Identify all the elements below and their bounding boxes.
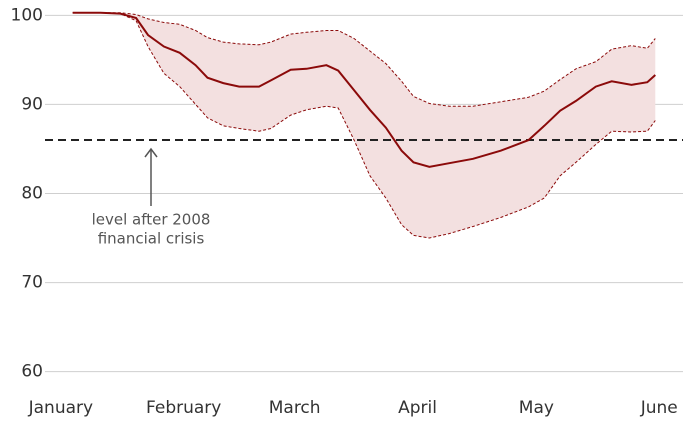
annotation: financial crisis xyxy=(98,230,205,248)
x-tick-label: June xyxy=(640,398,678,418)
x-tick-label: May xyxy=(519,398,554,418)
y-tick-label: 70 xyxy=(21,273,43,293)
x-tick-label: February xyxy=(146,398,221,418)
y-tick-label: 100 xyxy=(11,5,43,25)
y-tick-label: 60 xyxy=(21,362,43,382)
band-edge xyxy=(72,12,656,239)
band-edge xyxy=(72,12,656,107)
x-tick-label: January xyxy=(28,398,93,418)
y-tick-label: 90 xyxy=(21,94,43,114)
y-tick-label: 80 xyxy=(21,184,43,204)
annotation-arrowhead xyxy=(144,147,158,158)
annotation: level after 2008 xyxy=(92,211,211,229)
band-fill xyxy=(72,12,656,239)
x-tick-label: March xyxy=(269,398,321,418)
main-line xyxy=(72,11,656,168)
x-tick-label: April xyxy=(398,398,437,418)
